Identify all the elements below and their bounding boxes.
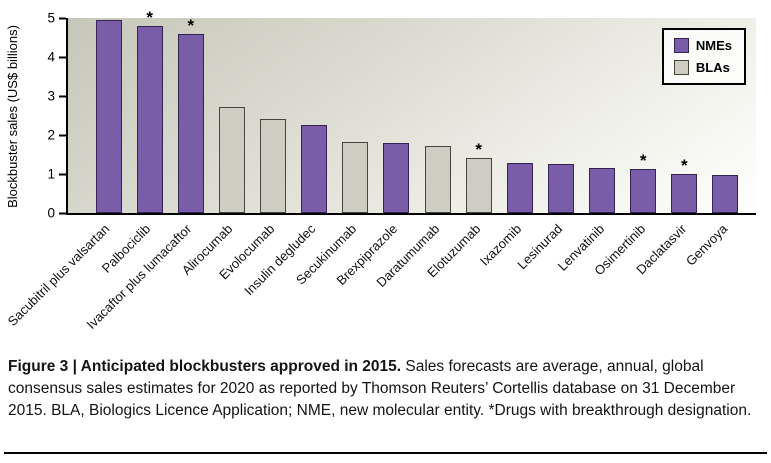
bar-slot	[417, 18, 458, 213]
x-label-sacubitril-plus-valsartan: Sacubitril plus valsartan	[4, 221, 112, 329]
caption-title: Figure 3 | Anticipated blockbusters appr…	[8, 358, 402, 375]
breakthrough-star: *	[187, 15, 195, 35]
bar-evolocumab	[260, 119, 287, 213]
bar-daclatasvir: *	[671, 157, 698, 213]
legend-label-blas: BLAs	[695, 60, 730, 75]
y-tick-4: 4	[47, 50, 66, 65]
bar-palbociclib: *	[136, 9, 163, 213]
y-tick-mark	[59, 212, 66, 214]
y-tick-label: 1	[47, 166, 55, 182]
bar-sacubitril-plus-valsartan	[95, 19, 122, 213]
bar-osimertinib: *	[630, 152, 657, 213]
bar-brexpiprazole	[383, 142, 410, 213]
bla-color-swatch	[673, 60, 689, 75]
y-tick-mark	[59, 56, 66, 58]
y-tick-1: 1	[47, 167, 66, 182]
figure-caption: Figure 3 | Anticipated blockbusters appr…	[8, 356, 761, 422]
x-axis-labels: Sacubitril plus valsartan Palbociclib Ivac…	[4, 216, 746, 350]
y-axis: 0 1 2 3 4 5	[0, 11, 66, 221]
breakthrough-star: *	[475, 140, 482, 160]
y-tick-label: 4	[47, 49, 55, 65]
bar-lesinurad	[547, 163, 574, 213]
bar-slot: *	[623, 18, 664, 213]
bar-slot	[499, 18, 540, 213]
legend-item-blas: BLAs	[673, 60, 732, 75]
bar-slot	[335, 18, 376, 213]
bar-ivacaftor-plus-lumacaftor: *	[177, 17, 204, 213]
breakthrough-star: *	[146, 7, 153, 27]
plot-area: * * * * * NMEs BLAs	[66, 9, 756, 215]
bar-slot: *	[458, 18, 499, 213]
y-tick-label: 5	[47, 10, 55, 26]
bar-genvoya	[712, 175, 739, 213]
bar-slot	[705, 18, 746, 213]
bar-lenvatinib	[589, 168, 616, 213]
bar-elotuzumab: *	[465, 141, 492, 213]
caption-body: Sales forecasts are average, annual, glo…	[8, 358, 752, 419]
bar-ixazomib	[506, 163, 533, 213]
breakthrough-star: *	[681, 156, 688, 175]
breakthrough-star: *	[639, 151, 647, 171]
legend-item-nmes: NMEs	[673, 38, 732, 53]
bar-slot	[88, 18, 129, 213]
bar-insulin-degludec	[301, 125, 328, 213]
y-tick-2: 2	[47, 128, 66, 143]
bars-container: * * * * *	[68, 9, 756, 213]
y-tick-5: 5	[47, 11, 66, 26]
bar-slot: *	[664, 18, 705, 213]
legend-label-nmes: NMEs	[695, 38, 732, 53]
y-tick-mark	[59, 173, 66, 175]
bar-slot	[294, 18, 335, 213]
y-tick-mark	[59, 17, 66, 19]
bar-slot	[211, 18, 252, 213]
bar-slot	[582, 18, 623, 213]
bar-alirocumab	[218, 106, 245, 213]
bar-secukinumab	[342, 141, 369, 213]
y-tick-mark	[59, 95, 66, 97]
bar-slot: *	[170, 17, 211, 213]
y-tick-label: 2	[47, 127, 55, 143]
bar-slot: *	[129, 9, 170, 213]
y-tick-mark	[59, 134, 66, 136]
nme-color-swatch	[673, 38, 689, 53]
bar-slot	[376, 18, 417, 213]
y-tick-label: 3	[47, 88, 55, 104]
bottom-rule	[4, 452, 767, 454]
y-tick-0: 0	[47, 206, 66, 221]
bar-slot	[253, 18, 294, 213]
y-tick-3: 3	[47, 89, 66, 104]
legend: NMEs BLAs	[661, 28, 746, 85]
y-tick-label: 0	[47, 205, 55, 221]
bar-daratumumab	[424, 145, 451, 213]
bar-slot	[540, 18, 581, 213]
